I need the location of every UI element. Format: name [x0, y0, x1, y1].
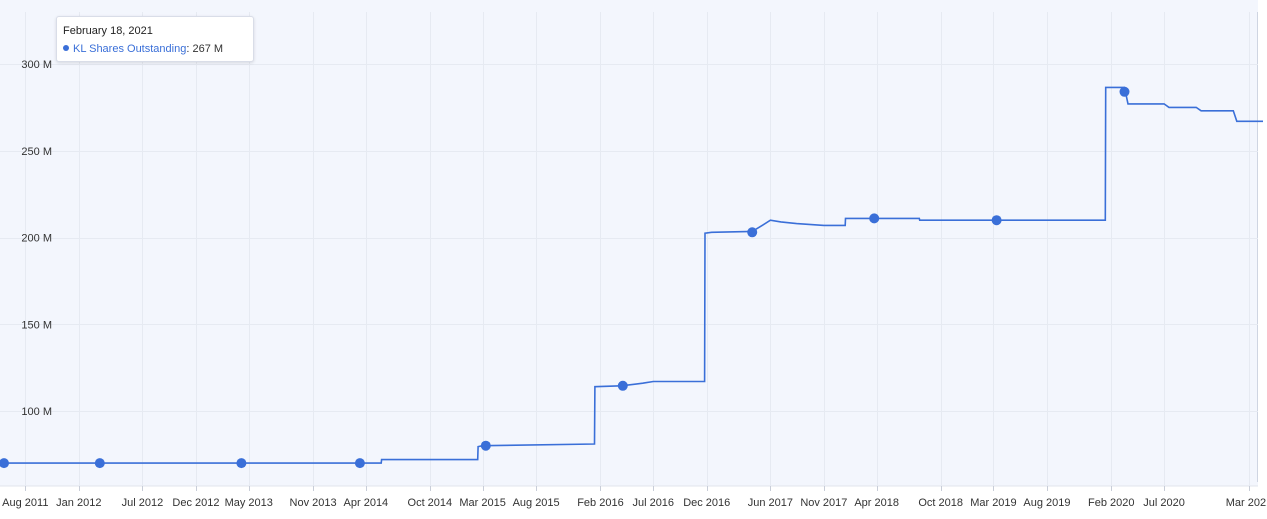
x-tick-label: Jul 2020	[1143, 497, 1185, 509]
x-tick-label: Nov 2013	[290, 497, 337, 509]
x-tick-label: Jul 2012	[122, 497, 164, 509]
y-axis-ticks: 100 M 150 M 200 M 250 M 300 M	[21, 59, 52, 418]
x-tick-label: Jul 2016	[632, 497, 674, 509]
x-tick-label: Apr 2014	[344, 497, 389, 509]
x-tick-label: Aug 2015	[513, 497, 560, 509]
x-tick-label: Mar 2019	[970, 497, 1016, 509]
y-tick-label: 150 M	[21, 319, 52, 331]
data-point-marker	[1119, 86, 1130, 97]
x-tick-label: Aug 2019	[1023, 497, 1070, 509]
x-tick-label: Feb 2020	[1088, 497, 1134, 509]
series-dot-icon	[63, 45, 69, 51]
series-line	[4, 86, 1263, 464]
x-tick-label: Dec 2012	[172, 497, 219, 509]
tooltip-series-name: KL Shares Outstanding	[73, 43, 187, 55]
x-tick-label: Jan 2012	[56, 497, 101, 509]
x-tick-label: Aug 2011	[2, 497, 48, 509]
x-tick-label: Oct 2018	[918, 497, 963, 509]
y-tick-label: 200 M	[21, 233, 52, 245]
data-point-marker	[0, 458, 9, 469]
data-point-marker	[617, 380, 628, 391]
data-point-marker	[747, 227, 758, 238]
x-tick-label: Apr 2018	[854, 497, 899, 509]
y-tick-label: 300 M	[21, 59, 52, 71]
x-tick-label: May 2013	[225, 497, 273, 509]
x-tick-label: Oct 2014	[408, 497, 453, 509]
tooltip-value: 267 M	[192, 43, 224, 55]
data-point-marker	[354, 458, 365, 469]
x-tick-label: Dec 2016	[683, 497, 730, 509]
x-tick-label: Jun 2017	[748, 497, 793, 509]
tooltip-row: KL Shares Outstanding: 267 M	[63, 42, 247, 56]
data-point-marker	[94, 458, 105, 469]
y-tick-label: 250 M	[21, 146, 52, 158]
data-point-marker	[236, 458, 247, 469]
x-tick-label: Nov 2017	[800, 497, 847, 509]
chart-tooltip: February 18, 2021 KL Shares Outstanding:…	[56, 16, 254, 62]
data-point-marker	[869, 213, 880, 224]
data-point-marker	[480, 440, 491, 451]
data-point-marker	[991, 215, 1002, 226]
x-axis-ticks: Aug 2011 Jan 2012 Jul 2012 Dec 2012 May 2013…	[2, 486, 1267, 509]
x-tick-label: Mar 2021	[1226, 497, 1267, 509]
y-tick-label: 100 M	[21, 406, 52, 418]
x-tick-label: Feb 2016	[577, 497, 623, 509]
x-tick-label: Mar 2015	[459, 497, 505, 509]
marker-layer	[0, 86, 1130, 469]
grid-lines	[0, 12, 1258, 486]
plot-area	[0, 0, 1258, 486]
tooltip-date: February 18, 2021	[63, 25, 153, 37]
series-layer	[4, 86, 1263, 464]
